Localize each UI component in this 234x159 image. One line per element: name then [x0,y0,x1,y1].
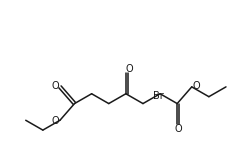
Text: O: O [193,81,201,91]
Text: O: O [174,124,182,134]
Text: O: O [126,64,134,74]
Text: Br: Br [154,91,164,101]
Text: O: O [51,116,59,126]
Text: O: O [51,81,59,91]
